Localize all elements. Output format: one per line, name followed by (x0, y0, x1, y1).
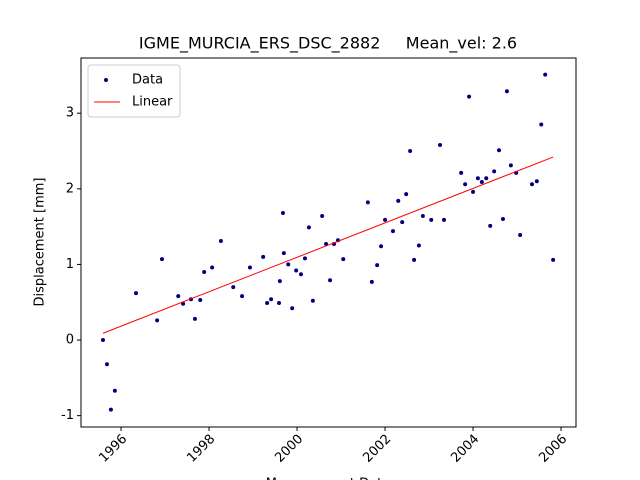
data-point (467, 94, 472, 99)
data-point (108, 407, 113, 412)
data-point (484, 176, 489, 181)
data-point (438, 142, 443, 147)
data-point (396, 198, 401, 203)
data-point (504, 89, 509, 94)
data-point (459, 170, 464, 175)
data-point (400, 220, 405, 225)
data-point (176, 294, 181, 299)
data-point (210, 265, 215, 270)
data-point (240, 294, 245, 299)
data-point (365, 200, 370, 205)
data-point (518, 232, 523, 237)
data-point (231, 285, 236, 290)
y-tick-label: -1 (61, 408, 74, 423)
data-point (218, 238, 223, 243)
data-point (277, 279, 282, 284)
y-tick-label: 3 (66, 106, 74, 121)
data-point (442, 217, 446, 222)
data-point (463, 182, 468, 187)
data-point (198, 297, 203, 302)
data-point (375, 263, 380, 268)
data-point (277, 300, 281, 305)
data-point (539, 122, 544, 127)
data-point (369, 279, 374, 284)
data-point (508, 163, 513, 168)
data-point (492, 169, 497, 174)
data-point (299, 272, 303, 277)
data-point (310, 298, 315, 303)
data-point (534, 179, 539, 184)
data-point (408, 149, 413, 154)
data-point (302, 256, 307, 261)
data-point (306, 225, 311, 230)
data-point (543, 72, 548, 77)
legend-marker (104, 78, 108, 82)
data-point (202, 269, 207, 274)
data-point (286, 262, 291, 267)
data-point (294, 268, 299, 273)
x-axis-label: Measurement Date (266, 477, 390, 480)
chart-title: IGME_MURCIA_ERS_DSC_2882 Mean_vel: 2.6 (139, 34, 517, 54)
data-point (497, 148, 501, 153)
data-point (281, 251, 286, 256)
data-point (112, 388, 117, 393)
fit-line (102, 156, 554, 334)
data-point (134, 291, 138, 296)
data-point (390, 229, 395, 234)
data-point (471, 189, 476, 194)
data-point (101, 338, 105, 343)
data-point (155, 318, 160, 323)
data-point (104, 362, 109, 367)
legend-label: Data (132, 73, 163, 88)
data-point (328, 278, 333, 283)
y-tick-label: 0 (66, 333, 74, 348)
data-point (269, 297, 274, 302)
plot-frame (80, 57, 577, 428)
y-tick-label: 1 (66, 257, 74, 272)
data-point (420, 214, 425, 219)
data-point (551, 257, 556, 262)
legend-box (87, 64, 181, 118)
data-point (479, 180, 484, 185)
data-point (500, 217, 505, 222)
data-point (416, 243, 421, 248)
data-point (261, 254, 266, 259)
data-point (404, 192, 409, 197)
y-axis-label: Displacement [mm] (33, 178, 48, 307)
data-point (320, 214, 325, 219)
data-point (159, 257, 164, 262)
data-point (265, 300, 270, 305)
y-tick-label: 2 (66, 181, 74, 196)
data-point (383, 217, 388, 222)
data-point (475, 176, 480, 181)
legend-label: Linear (132, 95, 173, 110)
data-point (379, 244, 384, 249)
data-point (280, 211, 285, 216)
data-point (530, 182, 534, 187)
data-point (247, 265, 252, 270)
data-point (341, 257, 346, 262)
data-point (412, 257, 417, 262)
data-point (429, 217, 434, 222)
data-point (488, 223, 493, 228)
data-point (290, 306, 295, 311)
data-point (192, 316, 197, 321)
